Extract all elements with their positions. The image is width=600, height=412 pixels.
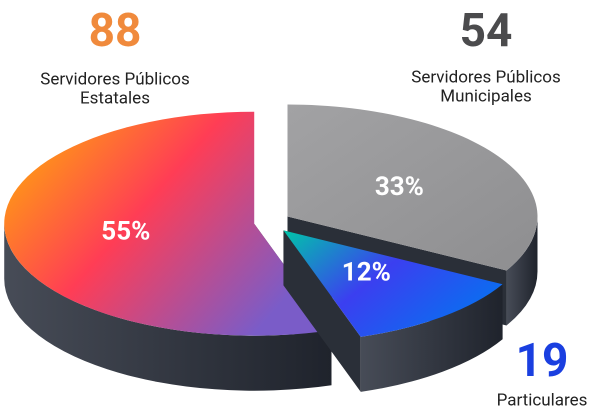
slice-edge xyxy=(4,223,332,391)
percent-label: 12% xyxy=(342,257,391,287)
slice-side xyxy=(283,230,361,392)
percent-label: 55% xyxy=(101,216,150,246)
category-label: Servidores Públicos xyxy=(411,67,561,87)
slice-top xyxy=(287,104,538,271)
slice-edge xyxy=(360,284,503,392)
count-label: 54 xyxy=(460,4,513,58)
category-label: Estatales xyxy=(80,88,150,108)
category-label: Servidores Públicos xyxy=(40,69,190,89)
count-label: 19 xyxy=(516,334,569,388)
slice-top xyxy=(4,111,332,336)
percent-label: 33% xyxy=(375,172,424,202)
slice xyxy=(4,111,332,391)
slice-edge xyxy=(506,216,538,326)
category-label: Particulares xyxy=(497,390,588,410)
slice-top xyxy=(283,230,503,337)
slice xyxy=(283,230,503,392)
count-label: 88 xyxy=(89,4,142,58)
category-label: Municipales xyxy=(440,86,531,106)
